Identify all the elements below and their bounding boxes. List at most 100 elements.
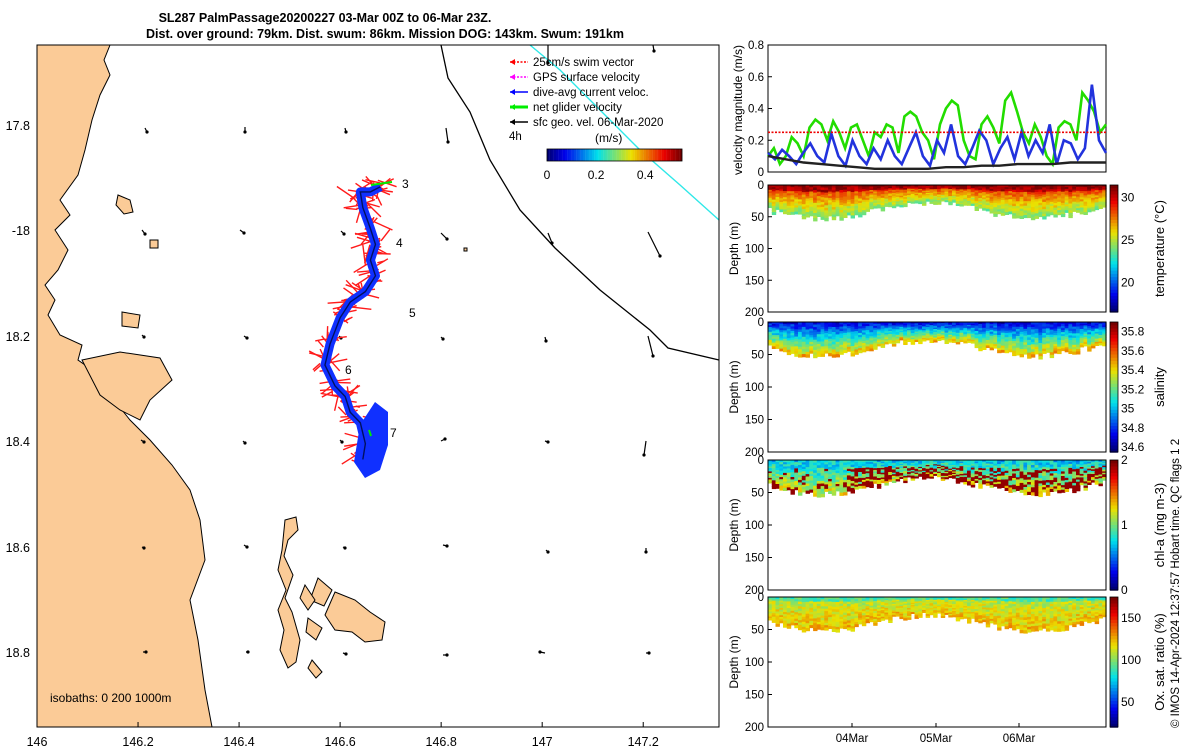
profile-cell: [839, 465, 844, 469]
profile-cell: [771, 609, 777, 613]
profile-cell: [1079, 337, 1085, 341]
profile-cell: [918, 187, 923, 190]
profile-cell: [989, 481, 994, 484]
profile-cell: [816, 606, 822, 610]
profile-cell: [876, 342, 882, 345]
profile-cell: [861, 479, 867, 483]
profile-cell: [918, 597, 923, 600]
profile-cell: [907, 470, 912, 473]
profile-cell: [794, 191, 799, 194]
profile-cell: [1027, 332, 1032, 336]
profile-cell: [809, 337, 814, 341]
profile-cell: [790, 462, 795, 466]
profile-cell: [1027, 337, 1032, 341]
profile-cell: [948, 461, 953, 464]
profile-cell: [771, 212, 777, 215]
profile-cell: [1053, 328, 1058, 332]
profile-cell: [768, 616, 773, 619]
colorbar-cell: [1110, 495, 1118, 500]
profile-cell: [876, 603, 882, 607]
profile-cell: [907, 187, 912, 190]
profile-cell: [1098, 474, 1103, 478]
profile-cell: [858, 468, 863, 471]
profile-cell: [876, 460, 882, 463]
profile-cell: [779, 198, 784, 201]
profile-cell: [993, 465, 998, 469]
profile-cell: [978, 193, 983, 196]
profile-cell: [888, 333, 893, 337]
profile-cell: [1034, 326, 1039, 330]
profile-cell: [895, 335, 901, 338]
profile-cell: [884, 481, 889, 484]
profile-cell: [783, 197, 788, 200]
profile-cell: [895, 202, 901, 206]
profile-cell: [903, 614, 908, 618]
profile-cell: [1034, 324, 1039, 328]
profile-cell: [1072, 347, 1077, 351]
profile-cell: [861, 332, 867, 336]
profile-cell: [974, 472, 979, 476]
profile-cell: [820, 329, 825, 333]
profile-cell: [798, 331, 803, 336]
profile-cell: [899, 186, 904, 189]
profile-cell: [1079, 211, 1085, 215]
profile-cell: [1038, 465, 1043, 469]
profile-cell: [937, 187, 942, 190]
profile-cell: [970, 197, 976, 201]
profile-cell: [989, 341, 994, 345]
map-colorbar-cell: [594, 149, 597, 161]
profile-cell: [1079, 329, 1085, 332]
profile-cell: [1045, 334, 1051, 338]
profile-cell: [948, 471, 953, 474]
profile-cell: [850, 203, 855, 207]
profile-cell: [925, 607, 931, 610]
profile-cell: [1049, 199, 1055, 203]
profile-cell: [801, 604, 807, 608]
profile-cell: [779, 328, 784, 331]
profile-cell: [888, 197, 893, 200]
profile-cell: [922, 197, 927, 201]
profile-cell: [873, 603, 878, 606]
profile-cell: [989, 347, 994, 351]
profile-cell: [952, 195, 957, 198]
profile-cell: [929, 462, 934, 465]
profile-cell: [895, 341, 901, 344]
profile-cell: [1068, 203, 1073, 207]
profile-cell: [873, 613, 878, 616]
profile-cell: [854, 611, 859, 615]
profile-cell: [876, 468, 882, 471]
profile-cell: [1019, 480, 1024, 484]
profile-cell: [779, 194, 784, 198]
profile-cell: [831, 616, 837, 620]
profile-cell: [779, 334, 784, 338]
profile-cell: [1000, 330, 1006, 334]
profile-cell: [813, 627, 818, 632]
profile-cell: [937, 609, 942, 612]
profile-cell: [1057, 462, 1062, 466]
profile-cell: [937, 333, 942, 336]
profile-cell: [850, 324, 855, 328]
profile-cell: [854, 201, 859, 205]
profile-cell: [850, 336, 855, 340]
colorbar-cell: [1110, 364, 1118, 369]
profile-cell: [779, 460, 784, 463]
profile-cell: [918, 471, 923, 474]
profile-cell: [1049, 477, 1055, 481]
profile-cell: [1057, 326, 1062, 330]
profile-cell: [880, 479, 886, 482]
profile-cell: [809, 335, 814, 339]
profile-cell: [820, 331, 825, 335]
geo-velocity-arrowhead: [642, 453, 646, 457]
profile-cell: [955, 332, 961, 336]
profile-cell: [944, 341, 949, 344]
profile-cell: [805, 324, 810, 328]
profile-cell: [876, 474, 882, 477]
profile-cell: [775, 464, 780, 467]
profile-cell: [910, 196, 916, 199]
profile-cell: [828, 211, 833, 215]
profile-cell: [1000, 477, 1006, 481]
profile-cell: [1083, 210, 1088, 213]
profile-cell: [835, 331, 840, 336]
profile-cell: [944, 190, 949, 193]
